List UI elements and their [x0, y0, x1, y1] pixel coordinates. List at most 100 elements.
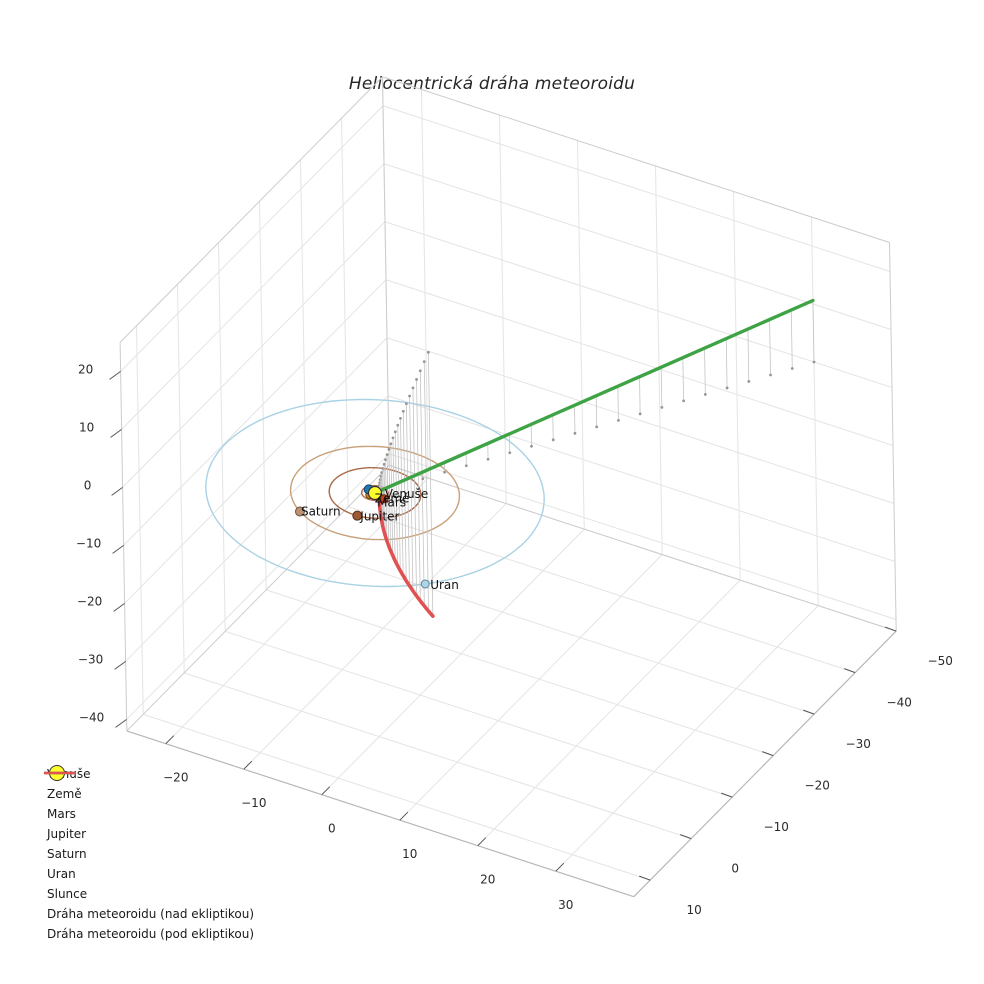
stem-dot	[573, 431, 577, 435]
legend-item-3: Jupiter	[42, 768, 254, 844]
legend-line-marker	[44, 771, 76, 775]
stem-dot	[396, 423, 400, 427]
tick-mark-x	[477, 837, 487, 847]
tick-mark-y	[885, 626, 897, 632]
legend-item-1: Země	[42, 768, 254, 804]
y-axis-line	[633, 630, 897, 898]
grid-leftwall-z	[124, 337, 388, 604]
trajectory-below	[377, 489, 435, 619]
z-tick-label: −10	[76, 536, 101, 550]
stem-dot	[404, 402, 408, 406]
stem-line	[390, 443, 394, 556]
sun-dot	[367, 485, 383, 501]
stem-line	[400, 418, 404, 576]
grid-floor-y	[143, 713, 651, 881]
grid-floor-y	[184, 672, 692, 840]
stem-dot	[443, 470, 446, 474]
stem-dot	[551, 438, 555, 442]
z-tick-label: −40	[79, 710, 104, 724]
grid-floor-x	[399, 554, 663, 821]
x-tick-label: 30	[558, 898, 573, 912]
grid-leftwall-y	[218, 242, 226, 632]
grid-rightwall-z	[388, 453, 897, 620]
grid-floor-y	[307, 547, 815, 715]
stem-dot	[401, 409, 405, 413]
stem-dot	[703, 393, 707, 396]
stem-line	[402, 411, 407, 581]
planet-label-saturn: Saturn	[301, 505, 341, 519]
stem-line	[812, 300, 815, 363]
planet-label-jupiter: Jupiter	[359, 510, 399, 524]
planet-dot-jupiter	[352, 510, 363, 521]
stem-dot	[389, 442, 393, 446]
stem-dot	[380, 471, 384, 474]
legend-item-2: Mars	[42, 768, 254, 824]
grid-floor-x	[165, 477, 429, 745]
stem-line	[747, 329, 750, 382]
grid-rightwall-x	[499, 114, 507, 504]
planet-label-mars: Mars	[377, 496, 406, 510]
edge-leftwall-bottom	[126, 464, 390, 732]
grid-rightwall-z	[387, 395, 896, 562]
tick-mark-x	[165, 735, 175, 745]
x-tick-label: −10	[241, 796, 266, 810]
x-tick-label: −20	[163, 771, 188, 785]
edge-back-vertical	[382, 76, 390, 466]
stem-line	[617, 386, 619, 421]
x-axis-line	[126, 730, 634, 898]
stem-dot	[530, 444, 533, 448]
stem-dot	[595, 425, 599, 429]
grid-rightwall-z	[384, 221, 893, 388]
stem-dot	[411, 386, 415, 390]
legend-label: Jupiter	[47, 827, 87, 841]
grid-floor-x	[477, 579, 741, 847]
y-tick-label: −30	[846, 737, 871, 751]
grid-leftwall-y	[177, 284, 185, 673]
stem-dot	[422, 360, 426, 364]
stem-line	[416, 379, 421, 601]
y-tick-label: 0	[731, 862, 739, 876]
z-tick-label: −30	[78, 652, 103, 666]
stem-dot	[382, 462, 386, 466]
y-tick-label: 10	[687, 903, 702, 917]
tick-mark-x	[399, 811, 409, 821]
stem-dot	[408, 394, 411, 398]
grid-rightwall-x	[421, 89, 429, 479]
edge-leftwall-top	[119, 76, 383, 343]
grid-leftwall-z	[125, 395, 389, 662]
y-tick-label: −50	[928, 654, 953, 668]
stem-dot	[387, 447, 391, 451]
legend-label: Uran	[47, 867, 76, 881]
stem-dot	[812, 360, 816, 364]
x-tick-label: 20	[480, 873, 495, 887]
grid-floor-y	[225, 630, 733, 798]
grid-leftwall-y	[341, 118, 349, 507]
stem-line	[790, 310, 793, 369]
legend-item-5: Uran	[42, 768, 254, 884]
grid-rightwall-x	[811, 216, 819, 606]
z-tick-label: −20	[77, 594, 102, 608]
stem-line	[725, 338, 728, 388]
legend-label: Saturn	[47, 847, 87, 861]
tick-mark-z	[115, 718, 127, 728]
tick-mark-z	[114, 660, 126, 670]
tick-mark-y	[721, 792, 733, 798]
legend-item-4: Saturn	[42, 768, 254, 864]
tick-mark-y	[803, 709, 815, 715]
stem-line	[405, 403, 410, 586]
planet-label-venuše: Venuše	[385, 487, 429, 501]
planet-dot-mars	[379, 494, 389, 504]
stem-line	[419, 370, 425, 607]
stem-dot	[769, 373, 772, 377]
planet-dot-saturn	[294, 506, 305, 517]
orbit-uran	[205, 398, 545, 588]
grid-floor-x	[243, 503, 507, 770]
stem-dot	[393, 430, 397, 434]
stem-line	[639, 376, 641, 414]
grid-floor-y	[348, 506, 856, 674]
stem-dot	[385, 453, 389, 457]
x-tick-label: 0	[328, 822, 336, 836]
z-tick-label: 20	[78, 362, 93, 376]
